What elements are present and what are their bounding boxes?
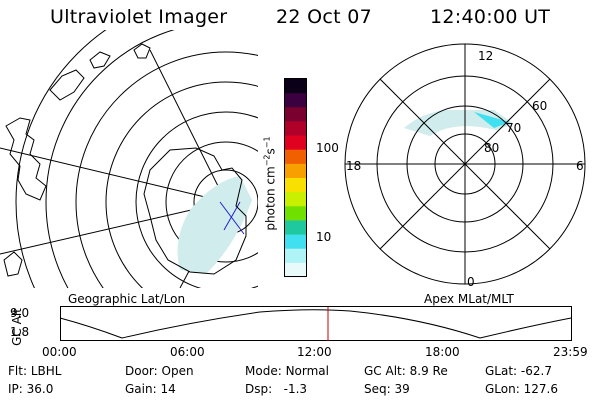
lat-circle	[135, 111, 258, 288]
unit-exp-1: −2	[262, 154, 272, 167]
mlat-label-80: 80	[484, 141, 499, 155]
colorbar-band	[285, 234, 306, 250]
status-gc-alt: GC Alt: 8.9 Re	[364, 364, 448, 378]
status-glat: GLat: -62.7	[485, 364, 552, 378]
colorbar-band	[285, 192, 306, 207]
colorbar-band	[285, 206, 306, 221]
coastline	[5, 117, 47, 201]
status-value: Open	[161, 364, 194, 378]
status-value: Normal	[285, 364, 329, 378]
mlt-label-18: 18	[346, 159, 361, 173]
altitude-curve	[59, 309, 572, 339]
status-label: IP:	[8, 382, 23, 396]
instrument-title: Ultraviolet Imager	[50, 6, 228, 28]
meridian	[0, 147, 227, 203]
colorbar-band	[285, 149, 306, 165]
lat-circle	[75, 51, 258, 288]
status-label: Flt:	[8, 364, 27, 378]
colorbar-unit-label: photon cm−2s−1	[263, 119, 278, 249]
altplot-xtick-2359: 23:59	[553, 345, 588, 359]
altplot-xtick-0000: 00:00	[42, 345, 77, 359]
aurora-patch	[177, 176, 252, 274]
mlt-diagonal	[379, 78, 551, 250]
status-mode: Mode: Normal	[245, 364, 329, 378]
status-glon: GLon: 127.6	[485, 382, 558, 396]
mlt-label-6: 6	[576, 159, 584, 173]
status-value: -1.3	[283, 382, 308, 396]
lat-circle	[15, 30, 107, 288]
intensity-colorbar	[284, 78, 307, 278]
altplot-frame	[60, 306, 572, 341]
colorbar-tick-10: 10	[316, 230, 332, 244]
status-value: 8.9 Re	[409, 364, 448, 378]
status-label: Mode:	[245, 364, 282, 378]
mlt-label-0: 0	[467, 275, 475, 289]
status-label: GLat:	[485, 364, 518, 378]
status-ip: IP: 36.0	[8, 382, 53, 396]
colorbar-tick-100: 100	[316, 141, 339, 155]
status-dsp: Dsp: -1.3	[245, 382, 307, 396]
altplot-xtick-1800: 18:00	[425, 345, 460, 359]
status-value: 14	[160, 382, 176, 396]
colorbar-band	[285, 107, 306, 122]
status-label: Gain:	[125, 382, 157, 396]
altplot-ytick-1-8: 1.8	[10, 325, 30, 339]
status-filter: Flt: LBHL	[8, 364, 61, 378]
lat-circle	[45, 30, 175, 288]
colorbar-band	[285, 220, 306, 236]
colorbar-band	[285, 79, 306, 94]
sat-marker	[219, 201, 245, 235]
unit-mid: s	[263, 148, 278, 155]
status-value: 36.0	[26, 382, 54, 396]
status-gain: Gain: 14	[125, 382, 176, 396]
altplot-xtick-0600: 06:00	[170, 345, 205, 359]
coastline	[3, 251, 23, 277]
coastline	[49, 69, 85, 101]
status-value: -62.7	[520, 364, 552, 378]
coastline	[89, 51, 111, 69]
status-value: LBHL	[30, 364, 62, 378]
colorbar-band	[285, 163, 306, 179]
colorbar-band	[285, 262, 306, 278]
meridian	[0, 201, 227, 255]
polar-mlat-mlt-plot: 12 18 6 0 60 70 80	[344, 43, 586, 289]
coastline	[143, 147, 247, 275]
status-door: Door: Open	[125, 364, 194, 378]
status-label: Dsp:	[245, 382, 273, 396]
colorbar-band	[285, 135, 306, 151]
unit-base: photon cm	[263, 166, 278, 231]
date-label: 22 Oct 07	[276, 6, 372, 28]
lat-circle	[105, 81, 258, 288]
colorbar-band	[285, 93, 306, 108]
colorbar-band	[285, 248, 306, 264]
status-label: GLon:	[485, 382, 520, 396]
colorbar-band	[285, 178, 306, 193]
colorbar-band	[285, 121, 306, 137]
status-label: Door:	[125, 364, 158, 378]
right-panel-caption: Apex MLat/MLT	[424, 292, 514, 306]
left-panel-caption: Geographic Lat/Lon	[68, 292, 186, 306]
geographic-map	[0, 30, 258, 288]
lat-circle	[165, 141, 258, 263]
status-value: 127.6	[523, 382, 558, 396]
meridian	[149, 49, 227, 203]
mlat-label-60: 60	[532, 99, 547, 113]
altplot-ytick-9: 9.0	[10, 306, 30, 320]
coastline	[133, 43, 151, 59]
orbit-altitude-plot	[59, 306, 572, 341]
status-label: Seq:	[364, 382, 391, 396]
aurora-oval-bright	[474, 112, 510, 128]
unit-exp-2: −1	[262, 136, 272, 149]
mlt-label-12: 12	[478, 49, 493, 63]
time-label: 12:40:00 UT	[430, 6, 551, 28]
status-label: GC Alt:	[364, 364, 406, 378]
altplot-xtick-1200: 12:00	[297, 345, 332, 359]
status-value: 39	[394, 382, 410, 396]
mlat-label-70: 70	[506, 121, 521, 135]
status-seq: Seq: 39	[364, 382, 410, 396]
